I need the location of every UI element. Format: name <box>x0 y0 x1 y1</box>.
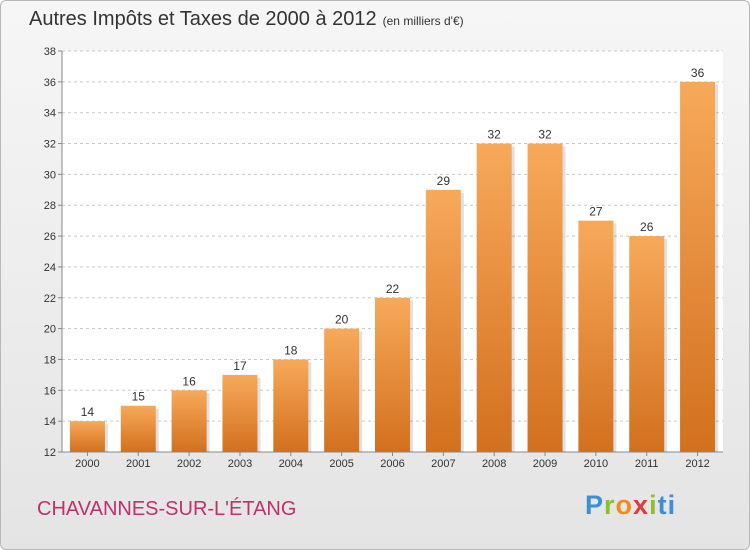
y-tick-label: 12 <box>44 447 56 459</box>
bar <box>476 143 512 453</box>
bar <box>375 297 410 452</box>
bar <box>171 390 207 452</box>
bar-value-label: 32 <box>538 128 552 142</box>
bar-value-label: 29 <box>437 174 451 188</box>
x-tick-label: 2000 <box>75 458 99 470</box>
x-tick-label: 2009 <box>533 458 557 470</box>
commune-name: CHAVANNES-SUR-L'ÉTANG <box>37 498 297 520</box>
y-tick-label: 30 <box>44 169 56 181</box>
y-tick-label: 18 <box>44 354 56 366</box>
y-tick-label: 22 <box>44 293 56 305</box>
x-tick-label: 2010 <box>584 458 608 470</box>
chart-title: Autres Impôts et Taxes de 2000 à 2012 (en… <box>29 8 464 31</box>
proxiti-logo[interactable]: Proxiti <box>585 490 676 521</box>
bar-value-label: 18 <box>284 343 298 357</box>
x-tick-label: 2001 <box>126 458 150 470</box>
y-tick-label: 20 <box>44 324 56 336</box>
bar <box>578 220 614 452</box>
x-tick-label: 2011 <box>635 458 659 470</box>
bar <box>629 236 665 452</box>
bar <box>69 421 105 452</box>
y-tick-label: 26 <box>44 231 56 243</box>
bar <box>425 189 461 453</box>
y-tick-label: 36 <box>44 77 56 89</box>
y-tick-label: 24 <box>44 262 56 274</box>
bar <box>527 143 563 453</box>
y-tick-label: 16 <box>44 385 56 397</box>
bar-value-label: 16 <box>182 374 196 388</box>
y-tick-label: 14 <box>44 416 56 428</box>
bar-value-label: 36 <box>691 66 705 80</box>
y-tick-label: 28 <box>44 200 56 212</box>
bar <box>680 81 716 452</box>
x-tick-label: 2005 <box>329 458 353 470</box>
y-tick-label: 32 <box>44 139 56 151</box>
x-tick-label: 2006 <box>380 458 404 470</box>
bar-value-label: 26 <box>640 220 654 234</box>
bar-value-label: 27 <box>589 205 603 219</box>
y-tick-label: 38 <box>44 46 56 58</box>
x-tick-label: 2008 <box>482 458 506 470</box>
y-tick-label: 34 <box>44 108 56 120</box>
logo-letter: o <box>615 490 634 520</box>
logo-letter: P <box>585 490 605 520</box>
x-tick-label: 2004 <box>279 458 303 470</box>
bar <box>222 374 258 452</box>
x-tick-label: 2007 <box>431 458 455 470</box>
x-tick-label: 2012 <box>685 458 709 470</box>
bar <box>120 405 156 452</box>
chart-title-text: Autres Impôts et Taxes de 2000 à 2012 <box>29 8 377 30</box>
bar-value-label: 17 <box>233 359 247 373</box>
logo-letter: t <box>657 490 668 520</box>
bar-value-label: 15 <box>132 390 146 404</box>
logo-letter: i <box>649 490 658 520</box>
logo-letter: x <box>633 490 650 520</box>
chart-subtitle: (en milliers d'€) <box>382 14 464 28</box>
bar <box>324 328 360 452</box>
bar-value-label: 20 <box>335 313 349 327</box>
x-tick-label: 2002 <box>177 458 201 470</box>
bar-value-label: 14 <box>81 405 95 419</box>
logo-letter: r <box>604 490 616 520</box>
logo-letter: i <box>667 490 677 520</box>
bar-value-label: 32 <box>488 128 502 142</box>
bar-value-label: 22 <box>386 282 400 296</box>
bar <box>273 359 309 452</box>
x-tick-label: 2003 <box>228 458 252 470</box>
